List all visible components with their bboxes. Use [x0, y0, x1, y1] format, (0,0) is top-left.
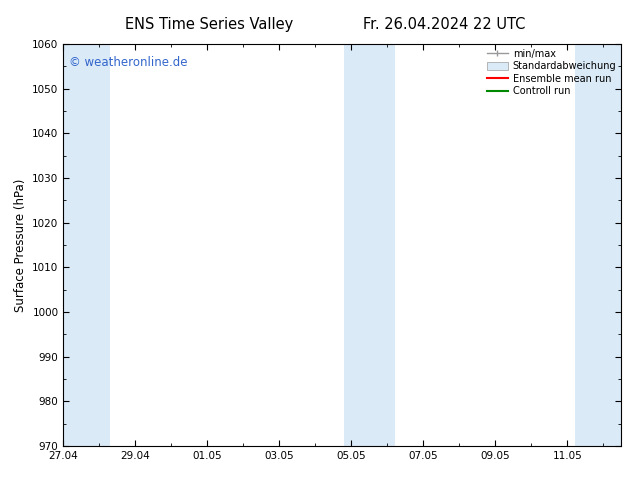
Bar [574, 44, 621, 446]
Bar [344, 44, 394, 446]
Text: © weatheronline.de: © weatheronline.de [69, 56, 188, 69]
Text: ENS Time Series Valley: ENS Time Series Valley [125, 17, 294, 32]
Legend: min/max, Standardabweichung, Ensemble mean run, Controll run: min/max, Standardabweichung, Ensemble me… [484, 47, 618, 98]
Text: Fr. 26.04.2024 22 UTC: Fr. 26.04.2024 22 UTC [363, 17, 525, 32]
Bar [63, 44, 110, 446]
Y-axis label: Surface Pressure (hPa): Surface Pressure (hPa) [14, 178, 27, 312]
